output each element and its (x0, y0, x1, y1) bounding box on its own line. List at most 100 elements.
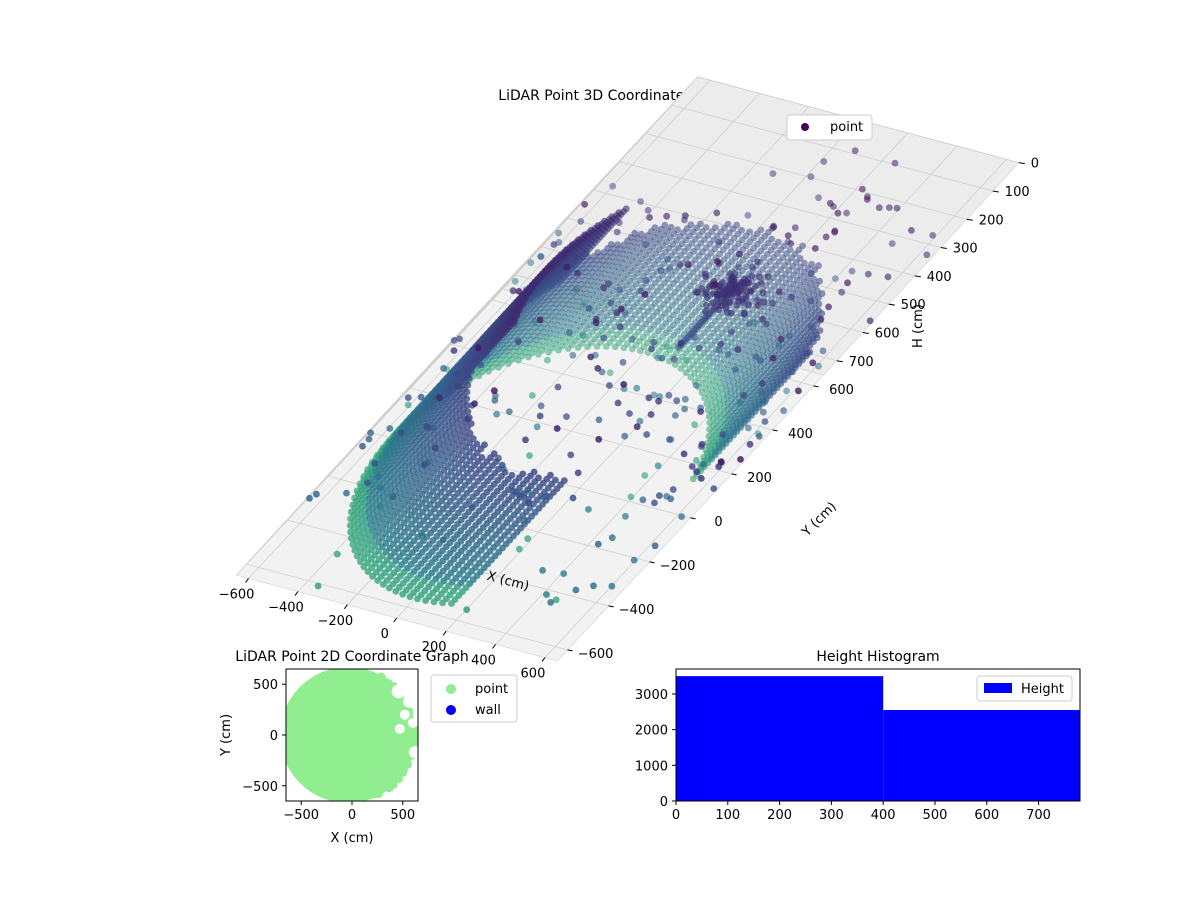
x-tick-label: 600 (521, 667, 546, 682)
data-point (923, 251, 931, 259)
data-point (392, 587, 400, 595)
data-point (585, 305, 593, 312)
point-cloud-point (383, 775, 392, 784)
data-point (666, 436, 673, 443)
data-point (535, 351, 542, 358)
data-point (745, 424, 752, 432)
data-point (515, 491, 523, 499)
data-point (509, 487, 517, 495)
data-point (614, 399, 622, 407)
chart-3d-title: LiDAR Point 3D Coordinate Graph (498, 88, 731, 104)
data-point (745, 320, 753, 328)
data-point (678, 513, 685, 520)
data-point (875, 204, 883, 212)
x-tick-label: 200 (767, 808, 792, 823)
data-point (628, 345, 636, 353)
data-point (715, 238, 723, 246)
data-point (471, 400, 478, 407)
y-tick-label: 0 (270, 729, 278, 744)
legend-2d-point-label: point (475, 682, 508, 697)
data-point (430, 598, 438, 606)
grid-line (645, 133, 967, 220)
legend-2d[interactable]: point wall (430, 674, 518, 723)
data-point (552, 596, 560, 604)
data-point (815, 362, 822, 370)
x-tick-label: 0 (381, 627, 389, 642)
x-tick-label: −200 (317, 614, 353, 629)
data-point (630, 556, 638, 564)
gap (399, 709, 410, 720)
x-tick-label: 400 (871, 808, 896, 823)
data-point (404, 394, 412, 401)
data-point (399, 590, 407, 598)
data-point (397, 429, 405, 437)
x-tick-label: 600 (974, 808, 999, 823)
data-point (420, 461, 428, 469)
data-point (776, 288, 783, 296)
data-point (735, 264, 742, 271)
data-point (758, 380, 766, 387)
point-cloud-point (378, 680, 387, 689)
grid-line (246, 563, 568, 651)
data-point (650, 391, 658, 399)
data-point (505, 408, 513, 415)
data-point (644, 207, 652, 214)
data-point (680, 450, 688, 458)
data-point (704, 293, 711, 301)
histogram-ticks: 0 100 200 300 400 500 600 700 0 1000 2000 3000 (635, 688, 1051, 823)
data-point (851, 147, 859, 155)
data-point (633, 423, 641, 431)
data-point (620, 381, 628, 388)
chart-3d: LiDAR Point 3D Coordinate Graph −600 −400… (219, 76, 1039, 682)
data-point (369, 572, 376, 580)
z-tick-label: 600 (875, 326, 900, 341)
data-point (732, 366, 739, 374)
y-tick-label: −500 (242, 780, 278, 795)
data-point (736, 250, 743, 258)
data-point (689, 475, 697, 483)
data-point (436, 394, 443, 402)
point-cloud-point (384, 784, 393, 793)
data-point (843, 209, 850, 217)
x-tick-mark (245, 578, 249, 583)
data-point (306, 494, 313, 502)
y-tick-label: −200 (660, 559, 696, 574)
data-point (365, 435, 373, 443)
data-point (667, 495, 675, 503)
legend-3d[interactable]: point (786, 114, 873, 141)
data-point (544, 356, 551, 364)
data-point (511, 277, 519, 285)
x-tick-label: 200 (422, 640, 447, 655)
data-point (831, 227, 839, 235)
data-point (908, 227, 915, 234)
x-tick-label: 0 (348, 808, 356, 823)
y-tick-label: 0 (714, 515, 722, 530)
legend-histogram[interactable]: Height (976, 675, 1073, 702)
data-point (463, 606, 471, 614)
grid-line (662, 119, 859, 333)
data-point (553, 425, 561, 432)
data-point (715, 346, 723, 354)
data-point (866, 317, 874, 325)
data-point (536, 316, 544, 324)
data-point (579, 331, 587, 339)
data-point (698, 389, 706, 396)
data-point (439, 599, 446, 607)
data-point (656, 492, 663, 499)
data-point (783, 387, 790, 395)
2d-point-cloud (286, 669, 418, 801)
grid-line (248, 274, 516, 562)
gap (407, 717, 418, 728)
data-point (633, 384, 641, 392)
data-point (606, 382, 613, 389)
data-point (509, 287, 517, 295)
data-point (617, 305, 625, 313)
data-point (642, 277, 650, 284)
x-tick-label: 300 (819, 808, 844, 823)
y-tick-mark (690, 517, 696, 520)
y-tick-label: 600 (829, 383, 854, 398)
point-cloud-point (396, 765, 405, 774)
x-tick-label: 700 (1026, 808, 1051, 823)
data-point (703, 302, 710, 309)
data-point (698, 440, 706, 448)
